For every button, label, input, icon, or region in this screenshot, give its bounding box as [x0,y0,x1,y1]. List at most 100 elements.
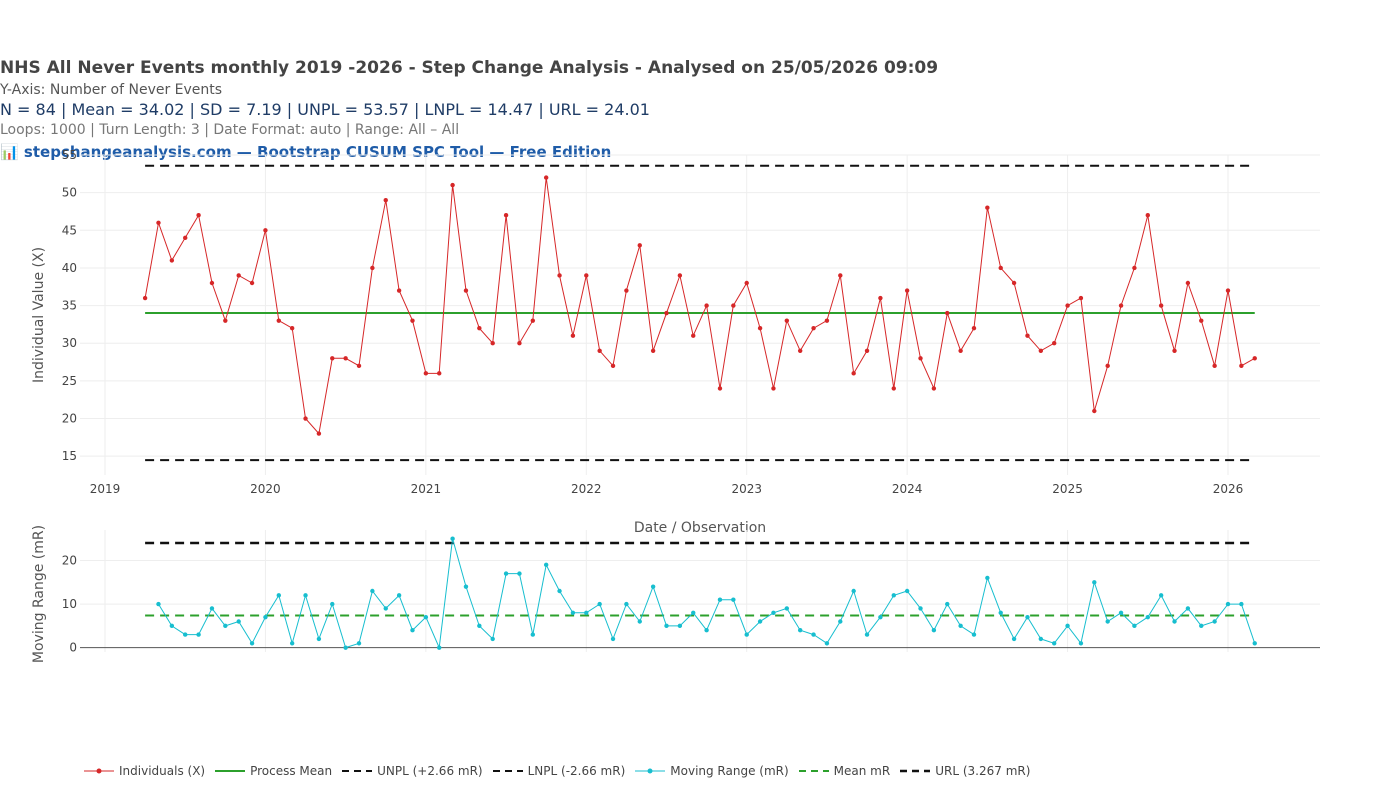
moving-range-point [1145,614,1150,620]
individuals-point [530,318,536,323]
x-tick-label: 2024 [892,482,923,496]
legend-label: LNPL (-2.66 mR) [527,764,626,778]
individuals-point [677,273,683,278]
summary-stats: N = 84 | Mean = 34.02 | SD = 7.19 | UNPL… [0,100,650,119]
y-tick-label: 30 [62,336,77,350]
moving-range-point [664,623,669,629]
individuals-point [637,243,642,248]
y-tick-label: 20 [62,412,77,426]
individuals-point [958,348,963,353]
individuals-point [276,318,281,323]
individuals-point [477,325,482,331]
individuals-point [249,280,255,286]
legend: Individuals (X) Process Mean UNPL (+2.66 m… [84,764,1040,778]
moving-range-point [450,536,455,541]
individuals-point [370,265,375,271]
moving-range-point [584,610,589,615]
legend-swatch [342,770,373,772]
individuals-point [1239,363,1244,369]
individuals-point [597,348,602,353]
individuals-point [423,371,429,376]
individuals-point [303,416,308,421]
moving-range-point [744,632,749,637]
moving-range-point [985,575,990,581]
individuals-point [1145,213,1150,218]
individuals-point [918,356,923,361]
moving-range-point [249,641,255,646]
moving-range-point [396,593,402,598]
moving-range-point [637,619,642,624]
individuals-point [223,318,228,323]
individuals-point [931,386,937,391]
brand-text: stepchangeanalysis.com — Bootstrap CUSUM… [23,143,612,161]
individuals-point [731,303,736,308]
individuals-point [196,213,201,218]
moving-range-point [1078,641,1084,646]
individuals-point [998,265,1003,271]
moving-range-point [183,632,188,637]
x-tick-label: 2023 [731,482,762,496]
legend-swatch-marker [647,768,653,774]
moving-range-point [1052,641,1057,646]
moving-range-point [1252,641,1257,646]
moving-range-point [263,614,268,620]
moving-range-point [1158,593,1164,598]
legend-item[interactable]: Moving Range (mR) [635,764,789,778]
moving-range-point [1038,636,1044,642]
moving-range-point [624,601,629,607]
moving-range-point [797,628,803,633]
moving-range-point [410,628,415,633]
moving-range-point [1025,614,1030,620]
individuals-grid [80,154,1320,475]
individuals-point [624,288,629,293]
moving-range-point [303,593,308,598]
individuals-point [1025,333,1030,338]
individuals-point [503,213,509,218]
mr-y-tick-label: 20 [62,554,77,568]
legend-item[interactable]: Individuals (X) [84,764,205,778]
individuals-point [1252,356,1257,361]
individuals-point [1052,341,1057,346]
moving-range-point [691,610,696,615]
individuals-y-label: Individual Value (X) [31,247,47,383]
moving-range-point [477,623,482,629]
moving-range-point [878,614,883,620]
moving-range-point [1132,623,1137,629]
individuals-reference-lines [145,164,1255,462]
individuals-point [490,341,495,346]
moving-range-point [904,588,910,594]
moving-range-point [530,632,536,637]
individuals-point [971,325,977,331]
y-tick-label: 50 [62,186,77,200]
individuals-point [209,280,215,286]
individuals-point [1158,303,1164,308]
moving-range-point [423,614,429,620]
individuals-axes: 2019 2020 2021 2022 2023 2024 2025 202615202530… [62,148,1244,496]
legend-swatch [492,770,523,772]
moving-range-point [1065,623,1070,629]
individuals-point [811,325,816,331]
legend-item[interactable]: LNPL (-2.66 mR) [492,764,626,778]
brand-link[interactable]: 📊 stepchangeanalysis.com — Bootstrap CUS… [0,143,611,161]
individuals-point [838,273,843,278]
moving-range-point [156,601,161,607]
individuals-point [904,288,910,293]
moving-range-point [343,645,348,650]
legend-item[interactable]: Process Mean [215,764,332,778]
legend-item[interactable]: UNPL (+2.66 mR) [342,764,483,778]
individuals-point [1199,318,1204,323]
individuals-point [142,295,148,301]
legend-item[interactable]: URL (3.267 mR) [900,764,1030,778]
individuals-point [717,386,723,391]
chart-icon: 📊 [0,143,19,161]
individuals-point [1132,265,1137,271]
moving-range-point [503,571,509,576]
moving-range-point [851,588,856,594]
moving-range-point [1199,623,1204,629]
legend-item[interactable]: Mean mR [798,764,890,778]
individuals-point [463,288,469,293]
individuals-point [650,348,656,353]
x-tick-label: 2020 [250,482,281,496]
individuals-point [1078,295,1084,301]
x-tick-label: 2019 [90,482,121,496]
